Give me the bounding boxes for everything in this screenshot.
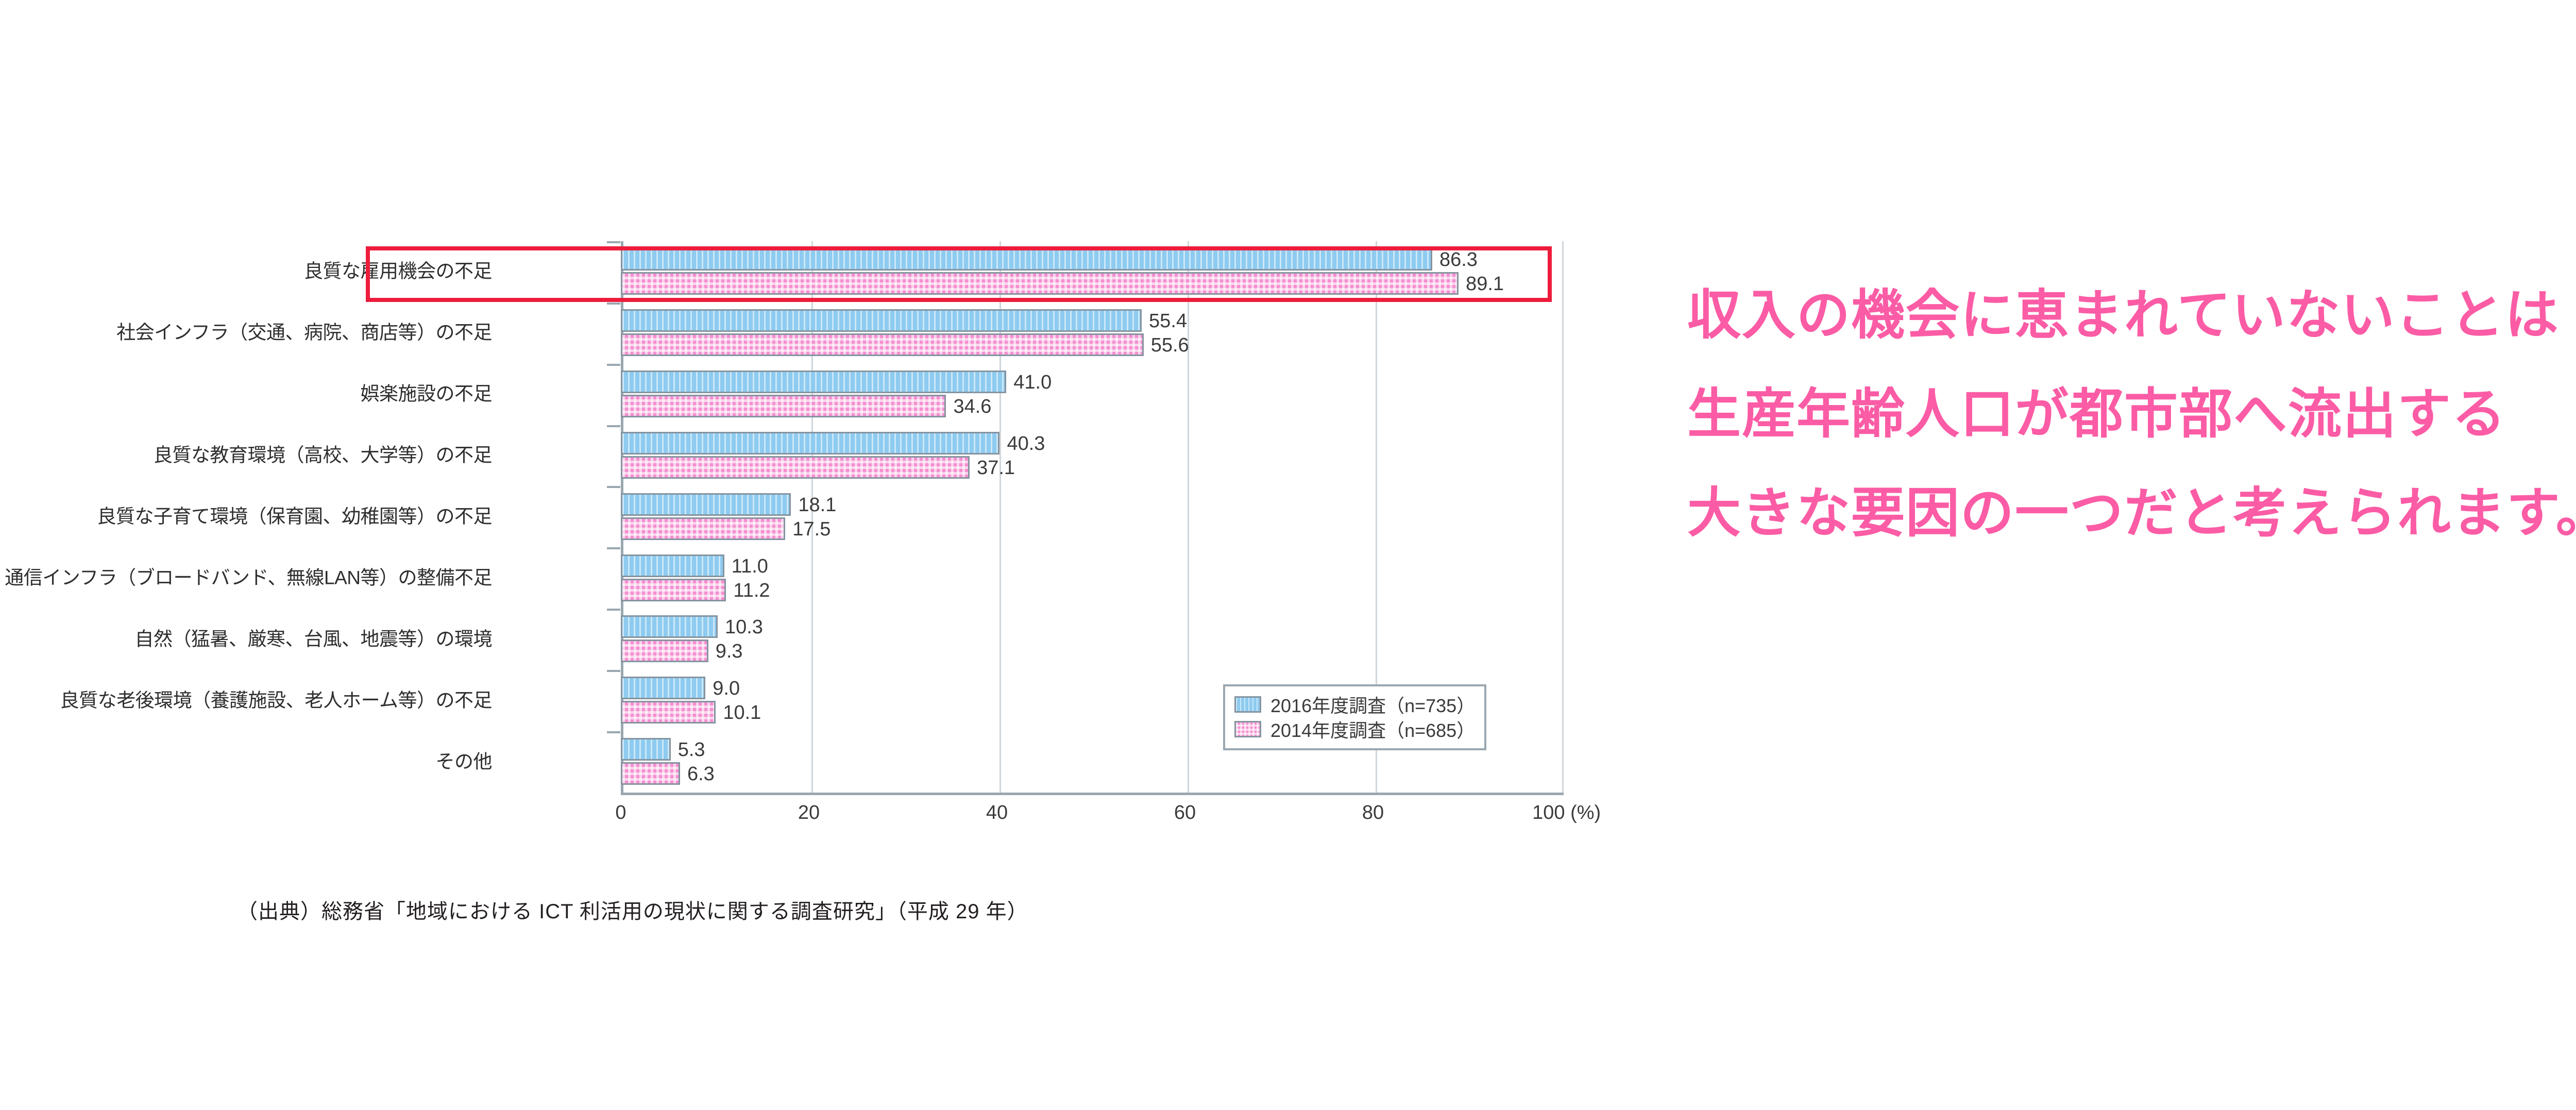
y-axis-tick xyxy=(607,609,620,611)
chart-legend: 2016年度調査（n=735） 2014年度調査（n=685） xyxy=(1223,684,1487,750)
category-label: 自然（猛暑、厳寒、台風、地震等）の環境 xyxy=(134,628,493,650)
value-label-2014: 9.3 xyxy=(715,641,743,663)
value-label-2016: 40.3 xyxy=(1007,432,1045,455)
y-axis-tick xyxy=(607,425,620,427)
bar-2014 xyxy=(621,394,946,417)
category-label: 良質な子育て環境（保育園、幼稚園等）の不足 xyxy=(97,506,493,527)
bar-group: 10.3 9.3 xyxy=(621,609,1561,670)
bar-group: 55.4 55.6 xyxy=(621,302,1561,364)
category-label: その他 xyxy=(435,751,493,772)
legend-swatch-2016-icon xyxy=(1234,696,1261,713)
value-label-2016: 18.1 xyxy=(798,494,837,516)
y-axis-tick xyxy=(607,670,620,672)
value-label-2014: 10.1 xyxy=(723,702,761,724)
category-label: 社会インフラ（交通、病院、商店等）の不足 xyxy=(116,322,492,343)
bar-2016 xyxy=(621,554,724,577)
bar-group: 41.0 34.6 xyxy=(621,364,1561,425)
value-label-2014: 17.5 xyxy=(792,518,831,540)
value-label-2014: 89.1 xyxy=(1466,273,1504,295)
gridline-60 xyxy=(1188,241,1189,793)
y-axis-tick xyxy=(607,547,620,549)
chart-row: 自然（猛暑、厳寒、台風、地震等）の環境 10.3 9.3 xyxy=(0,609,1561,670)
bar-2014 xyxy=(621,578,726,601)
y-axis-tick xyxy=(607,241,620,243)
source-caption: （出典）総務省「地域における ICT 利活用の現状に関する調査研究」（平成 29… xyxy=(237,900,1028,923)
value-label-2014: 6.3 xyxy=(687,763,715,785)
value-label-2014: 55.6 xyxy=(1150,334,1189,356)
value-label-2016: 10.3 xyxy=(724,616,763,638)
x-tick-0: 0 xyxy=(615,802,626,823)
value-label-2016: 9.0 xyxy=(713,678,740,700)
gridline-80 xyxy=(1376,241,1377,793)
bar-2016 xyxy=(621,431,1000,455)
x-tick-60: 60 xyxy=(1174,802,1196,823)
message-block: 収入の機会に恵まれていないことは 生産年齢人口が都市部へ流出する 大きな要因の一… xyxy=(1687,289,2576,540)
gridline-40 xyxy=(999,241,1001,793)
gridline-20 xyxy=(811,241,813,793)
bar-group: 11.0 11.2 xyxy=(621,548,1561,609)
bar-group: 86.3 89.1 xyxy=(621,241,1561,302)
value-label-2016: 86.3 xyxy=(1439,249,1478,271)
category-label: 良質な教育環境（高校、大学等）の不足 xyxy=(154,444,493,466)
chart-row: その他 5.3 6.3 xyxy=(0,731,1561,793)
bar-2014 xyxy=(621,517,786,540)
bar-2016 xyxy=(621,493,791,516)
bar-chart-figure: 良質な雇用機会の不足 86.3 89.1 社会インフラ（交通、病院、商店等）の不足 55… xyxy=(0,241,1601,923)
bar-2016 xyxy=(621,738,671,761)
bar-2014 xyxy=(621,333,1144,356)
gridline-100 xyxy=(1562,241,1564,793)
legend-label-2014: 2014年度調査（n=685） xyxy=(1270,720,1476,741)
bar-2016 xyxy=(621,615,718,638)
bar-2014 xyxy=(621,456,970,479)
message-line-3: 大きな要因の一つだと考えられます。 xyxy=(1687,483,2576,543)
bar-2016 xyxy=(621,370,1007,393)
value-label-2016: 41.0 xyxy=(1013,371,1052,393)
bar-2016 xyxy=(621,248,1432,271)
y-axis-tick xyxy=(607,302,620,305)
bar-group: 18.1 17.5 xyxy=(621,486,1561,548)
bar-group: 5.3 6.3 xyxy=(621,731,1561,793)
category-label: 通信インフラ（ブロードバンド、無線LAN等）の整備不足 xyxy=(5,567,492,588)
legend-item-2014: 2014年度調査（n=685） xyxy=(1234,717,1475,742)
chart-row: 良質な雇用機会の不足 86.3 89.1 xyxy=(0,241,1561,302)
bar-2014 xyxy=(621,701,716,724)
bar-group: 40.3 37.1 xyxy=(621,425,1561,486)
category-label: 良質な老後環境（養護施設、老人ホーム等）の不足 xyxy=(60,689,493,711)
legend-item-2016: 2016年度調査（n=735） xyxy=(1234,692,1475,717)
x-tick-80: 80 xyxy=(1362,802,1384,823)
x-tick-100-percent: 100 (%) xyxy=(1532,802,1601,823)
x-tick-20: 20 xyxy=(798,802,820,823)
value-label-2014: 37.1 xyxy=(977,457,1015,479)
message-line-1: 収入の機会に恵まれていないことは xyxy=(1687,285,2560,345)
bar-2016 xyxy=(621,677,706,700)
chart-row: 社会インフラ（交通、病院、商店等）の不足 55.4 55.6 xyxy=(0,302,1561,364)
legend-label-2016: 2016年度調査（n=735） xyxy=(1270,695,1476,716)
chart-row: 娯楽施設の不足 41.0 34.6 xyxy=(0,364,1561,425)
value-label-2014: 11.2 xyxy=(733,579,770,601)
category-label: 娯楽施設の不足 xyxy=(360,383,493,405)
bar-2014 xyxy=(621,272,1459,295)
bar-group: 9.0 10.1 xyxy=(621,670,1561,731)
value-label-2016: 5.3 xyxy=(677,739,705,761)
y-axis-tick xyxy=(607,731,620,733)
bar-2016 xyxy=(621,309,1142,332)
chart-row: 良質な子育て環境（保育園、幼稚園等）の不足 18.1 17.5 xyxy=(0,486,1561,548)
y-axis-tick xyxy=(607,486,620,488)
category-label: 良質な雇用機会の不足 xyxy=(304,261,493,282)
value-label-2014: 34.6 xyxy=(953,395,992,417)
x-tick-40: 40 xyxy=(986,802,1008,823)
chart-row: 良質な教育環境（高校、大学等）の不足 40.3 37.1 xyxy=(0,425,1561,486)
value-label-2016: 55.4 xyxy=(1149,310,1188,332)
chart-row: 通信インフラ（ブロードバンド、無線LAN等）の整備不足 11.0 11.2 xyxy=(0,548,1561,609)
y-axis-tick xyxy=(607,364,620,366)
legend-swatch-2014-icon xyxy=(1234,721,1261,737)
chart-row: 良質な老後環境（養護施設、老人ホーム等）の不足 9.0 10.1 xyxy=(0,670,1561,731)
bar-2014 xyxy=(621,640,708,663)
message-line-2: 生産年齢人口が都市部へ流出する xyxy=(1687,384,2507,444)
value-label-2016: 11.0 xyxy=(731,555,768,577)
bar-2014 xyxy=(621,762,680,785)
